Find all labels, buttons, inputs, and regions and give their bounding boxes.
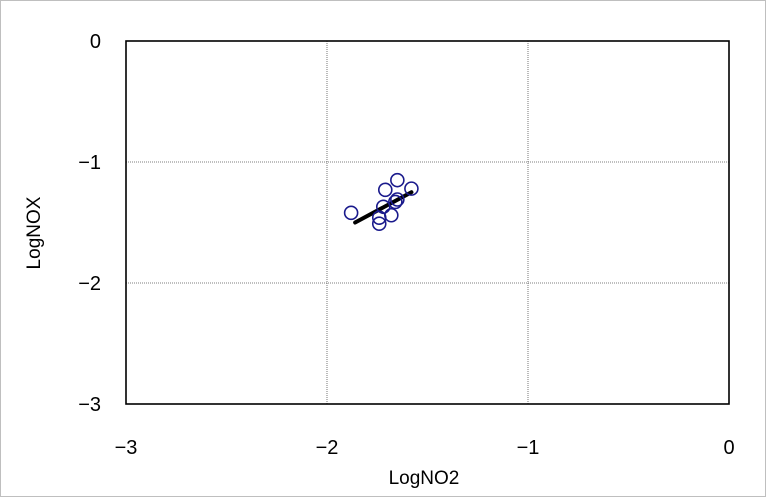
fit-line-group [353, 190, 414, 225]
data-point [371, 216, 387, 232]
data-point [384, 207, 399, 223]
y-tick-label: −2 [78, 273, 101, 295]
y-axis-title: LogNOX [24, 196, 45, 269]
data-point [388, 194, 403, 210]
x-tick-label: −1 [517, 437, 540, 459]
grid-lines [126, 41, 729, 404]
data-point [377, 182, 393, 198]
y-tick-label: −1 [78, 152, 101, 174]
y-tick-labels: 0 −1 −2 −3 [78, 31, 101, 416]
plot-border [125, 40, 730, 405]
x-tick-labels: −3 −2 −1 0 [115, 437, 735, 459]
data-point [404, 181, 419, 196]
plot-area [126, 41, 729, 404]
data-points [343, 172, 419, 232]
fit-line [353, 190, 414, 225]
x-tick-label: −2 [316, 437, 339, 459]
data-point [343, 205, 359, 221]
data-point [390, 192, 405, 207]
data-point [375, 199, 391, 215]
x-tick-label: 0 [723, 437, 734, 459]
y-tick-label: −3 [78, 394, 101, 416]
y-tick-label: 0 [90, 31, 101, 53]
x-tick-label: −3 [115, 437, 138, 459]
x-axis-title: LogNO2 [389, 468, 460, 489]
data-point [390, 172, 405, 188]
